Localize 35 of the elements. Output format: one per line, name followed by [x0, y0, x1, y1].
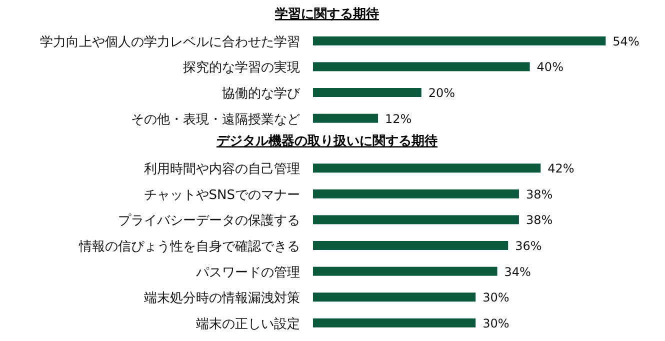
y-tick-label: 学力向上や個人の学力レベルに合わせた学習: [40, 34, 300, 50]
data-label: 36%: [515, 239, 542, 253]
data-label: 40%: [536, 60, 564, 74]
bar: [313, 114, 378, 123]
data-label: 34%: [504, 264, 531, 279]
bar: [313, 292, 476, 302]
data-label: 30%: [482, 316, 510, 330]
y-tick-label: 端末処分時の情報漏洩対策: [144, 290, 300, 306]
data-label: 38%: [526, 213, 553, 228]
bar: [313, 266, 498, 276]
y-tick-label: その他・表現・遠隔授業など: [131, 112, 300, 128]
y-tick-label: 情報の信ぴょう性を自身で確認できる: [78, 240, 300, 254]
bar: [313, 88, 422, 97]
y-tick-label: 協働的な学び: [222, 86, 301, 102]
y-tick-label: 利用時間や内容の自己管理: [144, 161, 300, 178]
bar: [313, 164, 541, 173]
data-label: 42%: [548, 162, 574, 176]
bar: [313, 215, 519, 224]
data-label: 20%: [428, 86, 456, 100]
bar: [313, 241, 508, 250]
data-label: 54%: [612, 34, 640, 48]
bar: [313, 62, 530, 72]
data-label: 38%: [526, 187, 553, 202]
bar: [313, 318, 476, 328]
chart-title: デジタル機器の取り扱いに関する期待: [216, 134, 438, 150]
y-tick-label: 端末の正しい設定: [196, 316, 300, 332]
y-tick-label: パスワードの管理: [195, 265, 300, 280]
data-label: 12%: [385, 112, 412, 126]
chart-title: 学習に関する期待: [275, 7, 379, 22]
bar: [313, 36, 606, 46]
data-label: 30%: [482, 290, 510, 305]
bar: [313, 189, 519, 198]
y-tick-label: チャットやSNSでのマナー: [144, 188, 300, 203]
y-tick-label: プライバシーデータの保護する: [118, 214, 300, 229]
y-tick-label: 探究的な学習の実現: [183, 60, 300, 76]
